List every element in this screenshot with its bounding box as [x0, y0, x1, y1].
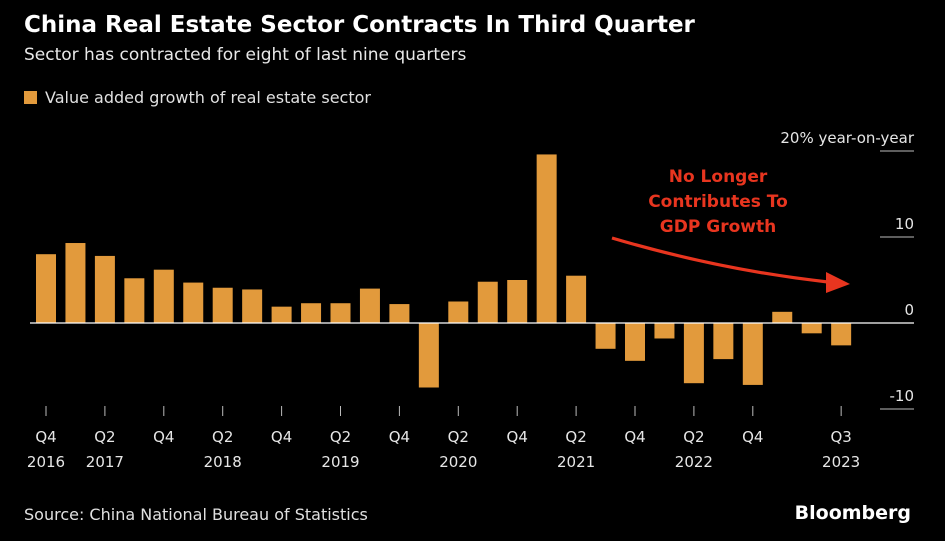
x-tick-label-quarter: Q2: [94, 428, 115, 446]
legend-swatch: [24, 91, 37, 104]
x-tick-label-year: 2019: [321, 453, 359, 471]
x-tick-label-quarter: Q4: [35, 428, 56, 446]
bar: [301, 303, 322, 323]
bar: [595, 323, 616, 349]
x-tick-label-year: 2017: [86, 453, 124, 471]
x-tick-label-quarter: Q4: [624, 428, 645, 446]
x-tick-label-year: 2023: [822, 453, 860, 471]
bar: [153, 269, 174, 323]
x-tick-label-quarter: Q4: [389, 428, 410, 446]
y-tick-label: 10: [895, 215, 914, 233]
bar: [683, 323, 704, 384]
x-tick-label-year: 2016: [27, 453, 65, 471]
bar: [330, 303, 351, 323]
x-tick-label-year: 2022: [675, 453, 713, 471]
bar: [625, 323, 645, 361]
bar: [212, 287, 233, 323]
x-tick-label-year: 2018: [204, 453, 242, 471]
bar: [654, 323, 675, 339]
bar: [801, 323, 822, 334]
x-tick-label-quarter: Q2: [212, 428, 233, 446]
bar: [507, 280, 528, 323]
bar: [242, 289, 263, 323]
x-tick-label-quarter: Q4: [153, 428, 174, 446]
legend-label: Value added growth of real estate sector: [45, 88, 371, 107]
bar: [389, 304, 410, 323]
annotation-text: GDP Growth: [660, 217, 776, 237]
annotation-arrow-head: [826, 272, 850, 293]
bar: [831, 323, 852, 346]
bar: [183, 282, 204, 323]
x-tick-label-year: 2020: [439, 453, 477, 471]
x-tick-label-quarter: Q3: [830, 428, 851, 446]
chart-title: China Real Estate Sector Contracts In Th…: [24, 12, 695, 38]
y-tick-label: 0: [904, 301, 914, 319]
bar: [566, 275, 587, 323]
bar: [772, 311, 793, 323]
bar: [65, 243, 86, 323]
bar: [713, 323, 734, 360]
y-tick-label: 20% year-on-year: [780, 129, 914, 147]
bar: [536, 154, 557, 323]
chart-subtitle: Sector has contracted for eight of last …: [24, 45, 467, 65]
bar: [271, 306, 292, 323]
x-tick-label-quarter: Q4: [507, 428, 528, 446]
bar: [418, 323, 439, 388]
bar: [359, 288, 380, 323]
bar: [448, 301, 469, 323]
x-tick-label-quarter: Q2: [565, 428, 586, 446]
legend: Value added growth of real estate sector: [24, 88, 371, 107]
x-tick-label-quarter: Q2: [330, 428, 351, 446]
x-tick-label-quarter: Q2: [683, 428, 704, 446]
annotation-arrow-line: [611, 236, 829, 284]
bar: [124, 278, 145, 323]
bar: [742, 323, 763, 385]
annotation-text: Contributes To: [648, 192, 788, 212]
x-tick-label-quarter: Q2: [448, 428, 469, 446]
source-note: Source: China National Bureau of Statist…: [24, 505, 368, 524]
x-tick-label-quarter: Q4: [742, 428, 763, 446]
bar: [477, 281, 498, 323]
bar: [36, 254, 56, 323]
x-tick-label-year: 2021: [557, 453, 595, 471]
bloomberg-logo: Bloomberg: [794, 502, 911, 524]
bar: [94, 255, 115, 323]
x-tick-label-quarter: Q4: [271, 428, 292, 446]
annotation-text: No Longer: [669, 167, 768, 187]
y-tick-label: -10: [890, 387, 915, 405]
